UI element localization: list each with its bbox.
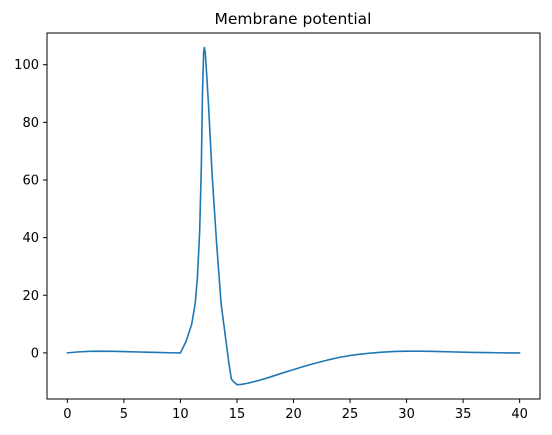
x-tick-label: 5	[120, 407, 128, 422]
chart-title: Membrane potential	[215, 10, 372, 28]
x-tick-label: 40	[511, 407, 528, 422]
axes-area: 0 5 10 15 20 25 30 35 40 0 20 40 60 80 100	[14, 58, 528, 422]
x-tick-label: 25	[342, 407, 359, 422]
y-tick-label: 80	[22, 116, 39, 131]
x-tick-label: 0	[63, 407, 71, 422]
y-tick-label: 100	[14, 58, 39, 73]
plot-frame	[46, 32, 541, 400]
x-tick-label: 35	[455, 407, 472, 422]
x-tick-label: 10	[172, 407, 189, 422]
y-tick-label: 60	[22, 173, 39, 188]
x-tick-label: 30	[398, 407, 415, 422]
x-tick-label: 15	[229, 407, 246, 422]
y-tick-label: 0	[31, 346, 39, 361]
y-tick-label: 20	[22, 289, 39, 304]
series-layer	[66, 46, 521, 386]
x-tick-label: 20	[285, 407, 302, 422]
y-tick-label: 40	[22, 231, 39, 246]
membrane-potential-line	[66, 46, 521, 386]
